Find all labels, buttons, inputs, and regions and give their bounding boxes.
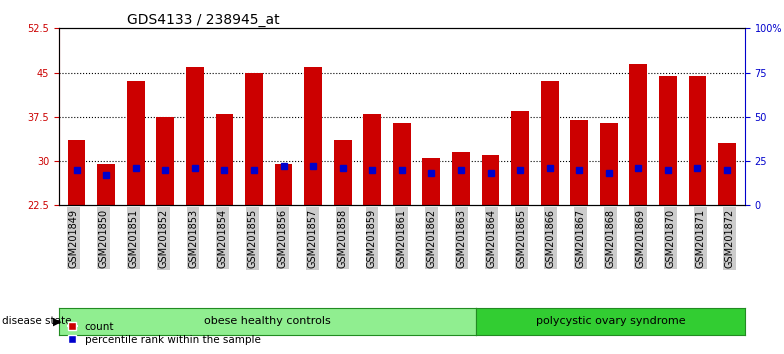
Text: ▶: ▶: [53, 316, 62, 326]
Bar: [452, 152, 470, 205]
Bar: [245, 73, 263, 205]
Bar: [423, 158, 441, 205]
Bar: [67, 141, 85, 205]
Text: GSM201859: GSM201859: [367, 209, 377, 268]
Text: GSM201866: GSM201866: [546, 209, 556, 268]
Text: GSM201863: GSM201863: [456, 209, 466, 268]
Text: GSM201867: GSM201867: [575, 209, 586, 268]
Text: GSM201850: GSM201850: [99, 209, 108, 268]
Text: GSM201854: GSM201854: [218, 209, 228, 268]
Bar: [659, 75, 677, 205]
Text: polycystic ovary syndrome: polycystic ovary syndrome: [535, 316, 685, 326]
Bar: [718, 143, 736, 205]
Bar: [216, 114, 234, 205]
Bar: [630, 64, 648, 205]
Text: GSM201851: GSM201851: [129, 209, 138, 268]
Bar: [156, 117, 174, 205]
Text: GSM201849: GSM201849: [69, 209, 78, 268]
Bar: [481, 155, 499, 205]
Text: GSM201864: GSM201864: [486, 209, 496, 268]
Legend: count, percentile rank within the sample: count, percentile rank within the sample: [64, 317, 265, 349]
Text: GSM201872: GSM201872: [725, 209, 735, 268]
Text: GSM201856: GSM201856: [278, 209, 288, 268]
Bar: [541, 81, 558, 205]
Bar: [511, 111, 529, 205]
Text: GSM201865: GSM201865: [516, 209, 526, 268]
Bar: [688, 75, 706, 205]
Bar: [127, 81, 144, 205]
Bar: [363, 114, 381, 205]
Text: disease state: disease state: [2, 316, 72, 326]
Bar: [393, 123, 411, 205]
Bar: [570, 120, 588, 205]
Text: GSM201858: GSM201858: [337, 209, 347, 268]
Bar: [186, 67, 204, 205]
Text: GSM201855: GSM201855: [248, 209, 258, 268]
Bar: [334, 141, 351, 205]
Bar: [600, 123, 618, 205]
Text: GSM201871: GSM201871: [695, 209, 705, 268]
Text: GSM201853: GSM201853: [188, 209, 198, 268]
Text: GSM201861: GSM201861: [397, 209, 407, 268]
Text: GSM201852: GSM201852: [158, 209, 169, 268]
Text: GDS4133 / 238945_at: GDS4133 / 238945_at: [127, 13, 280, 27]
Bar: [97, 164, 115, 205]
Text: GSM201862: GSM201862: [426, 209, 437, 268]
Bar: [274, 164, 292, 205]
Text: GSM201869: GSM201869: [635, 209, 645, 268]
Bar: [304, 67, 322, 205]
Text: GSM201857: GSM201857: [307, 209, 318, 268]
Text: obese healthy controls: obese healthy controls: [204, 316, 331, 326]
Text: GSM201868: GSM201868: [605, 209, 615, 268]
Text: GSM201870: GSM201870: [666, 209, 675, 268]
